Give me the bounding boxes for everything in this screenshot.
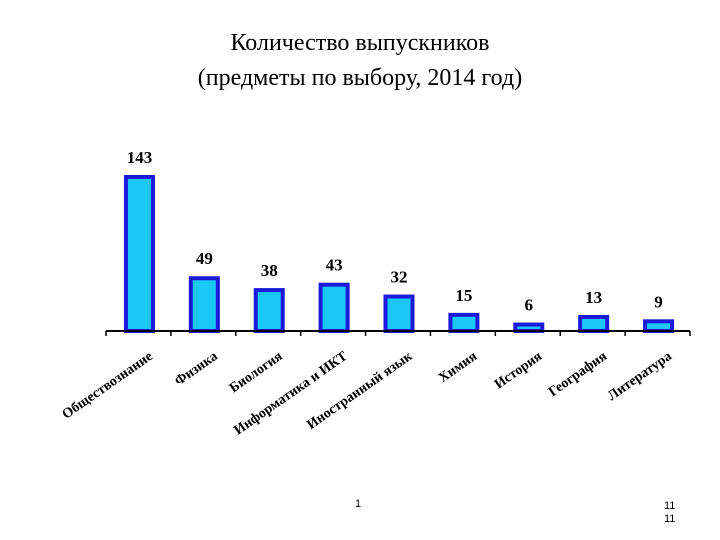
data-label: 32 — [391, 268, 408, 287]
category-label: История — [492, 349, 545, 393]
chart-title-line2: (предметы по выбору, 2014 год) — [197, 65, 523, 91]
data-label: 49 — [196, 249, 213, 268]
category-label: Обществознание — [60, 349, 156, 422]
data-label: 13 — [585, 288, 602, 307]
category-label: Физика — [172, 349, 220, 389]
bar — [188, 276, 220, 334]
data-label: 9 — [654, 292, 663, 311]
chart-title: Количество выпускников (предметы по выбо… — [0, 26, 720, 96]
data-label: 15 — [455, 286, 472, 305]
bar — [643, 319, 675, 333]
bar — [383, 294, 415, 333]
category-label: Иностранный язык — [304, 348, 416, 432]
data-label: 43 — [326, 256, 343, 275]
bar — [448, 312, 480, 334]
bar — [578, 315, 610, 333]
data-label: 143 — [127, 148, 153, 167]
page-number-top: 11 — [664, 500, 676, 512]
chart-title-line1: Количество выпускников — [230, 30, 490, 56]
bar — [318, 282, 350, 334]
category-label: Информатика и ИКТ — [232, 349, 351, 439]
data-label: 6 — [525, 296, 534, 315]
bar — [123, 175, 155, 333]
slide-number: 1 — [355, 498, 362, 510]
page-number-bottom: 11 — [664, 513, 676, 525]
category-label: Биология — [227, 349, 286, 397]
category-label: Литература — [605, 349, 675, 404]
category-label: Химия — [436, 349, 480, 386]
category-label: География — [546, 349, 610, 400]
bar — [253, 288, 285, 334]
data-label: 38 — [261, 261, 278, 280]
